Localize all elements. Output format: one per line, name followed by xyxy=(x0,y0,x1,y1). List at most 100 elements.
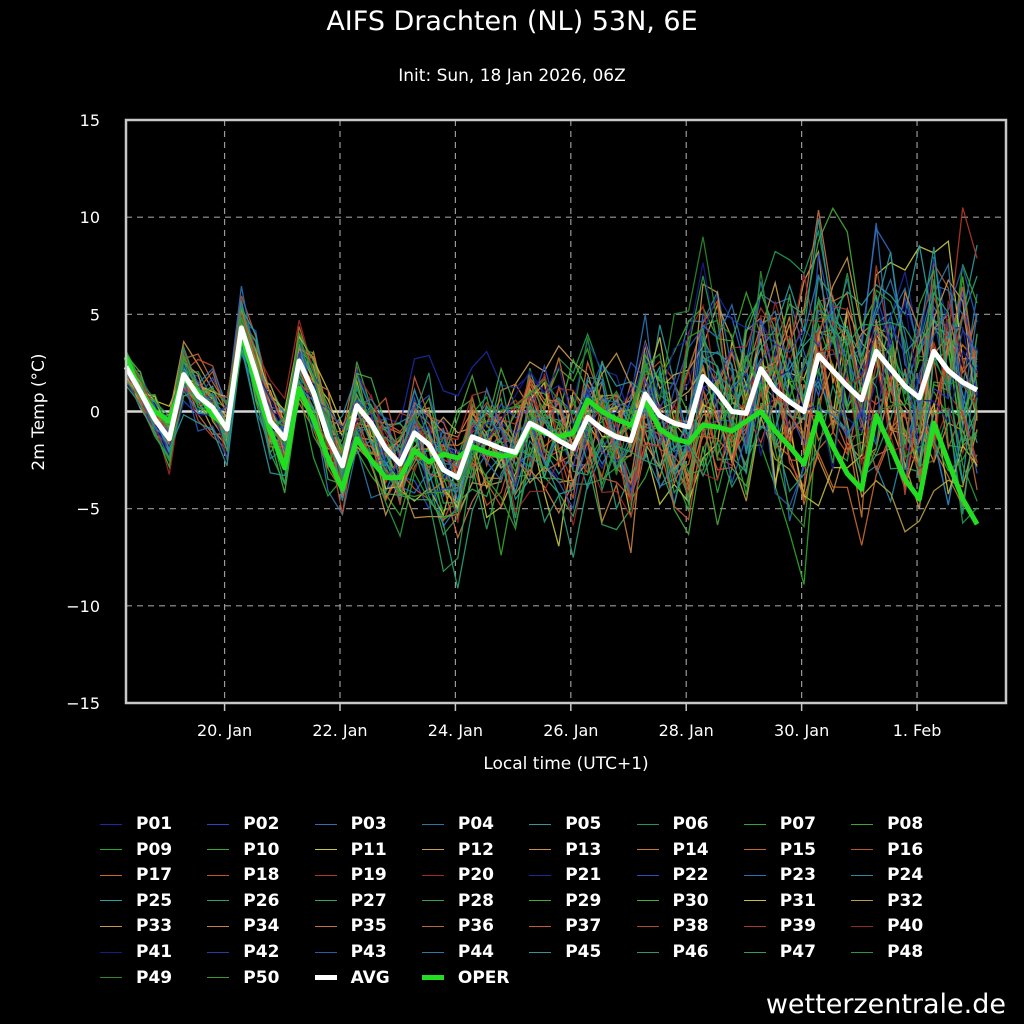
member-line-p31 xyxy=(125,313,978,510)
legend-swatch xyxy=(100,823,122,825)
legend-item: P08 xyxy=(851,813,923,835)
legend-item: P27 xyxy=(314,890,387,912)
legend-swatch xyxy=(529,874,552,876)
legend-swatch xyxy=(743,951,766,953)
legend-item: P42 xyxy=(207,941,279,963)
legend-swatch xyxy=(100,874,122,876)
legend-swatch xyxy=(851,874,874,876)
legend-label: P03 xyxy=(350,814,387,834)
legend-item: P06 xyxy=(636,813,709,835)
legend-swatch xyxy=(743,925,766,927)
legend-swatch xyxy=(851,823,874,825)
legend-label: P11 xyxy=(350,839,387,860)
legend-label: P43 xyxy=(350,942,387,962)
legend-item: P39 xyxy=(743,915,816,937)
legend-label: P02 xyxy=(243,814,280,834)
legend-label: P41 xyxy=(136,942,173,962)
legend-item: P32 xyxy=(851,890,923,912)
member-line-p17 xyxy=(125,326,978,505)
legend-item: P22 xyxy=(636,864,709,886)
legend-swatch xyxy=(529,925,552,927)
legend-label: P49 xyxy=(136,967,173,988)
legend-swatch xyxy=(100,925,122,927)
legend-swatch xyxy=(529,849,552,851)
legend-swatch xyxy=(314,925,337,927)
legend-swatch xyxy=(851,849,874,851)
legend-item: P29 xyxy=(529,890,601,912)
legend-item: P18 xyxy=(207,864,279,886)
y-tick-label: −15 xyxy=(66,694,100,713)
legend-item: P33 xyxy=(100,915,172,937)
legend-item: P50 xyxy=(207,967,279,989)
legend-label: P26 xyxy=(243,890,280,911)
legend-swatch xyxy=(421,849,444,851)
legend-label: P38 xyxy=(672,916,709,937)
legend-label: P05 xyxy=(565,814,602,834)
legend-item: P37 xyxy=(529,915,601,937)
legend-item: P01 xyxy=(100,813,172,835)
x-tick-label: 20. Jan xyxy=(197,721,252,740)
legend-item: P10 xyxy=(207,839,279,861)
legend-label: P15 xyxy=(779,839,816,860)
legend-swatch xyxy=(207,977,230,979)
legend-label: P16 xyxy=(887,839,924,860)
legend-label: P33 xyxy=(136,916,173,937)
y-tick-label: −5 xyxy=(76,500,100,519)
legend-label: P04 xyxy=(457,814,495,834)
legend-label: P20 xyxy=(457,865,495,886)
legend-swatch xyxy=(100,849,122,851)
legend-swatch xyxy=(421,925,444,927)
legend-label: P13 xyxy=(565,839,602,860)
legend-item: P20 xyxy=(421,864,495,886)
legend-item: P49 xyxy=(100,967,172,989)
legend-label: P32 xyxy=(887,890,924,911)
legend-item: P31 xyxy=(743,890,816,912)
legend-swatch xyxy=(421,900,444,902)
legend-label: P40 xyxy=(887,916,924,937)
x-tick-label: 22. Jan xyxy=(312,721,367,740)
legend-label: P19 xyxy=(350,865,387,886)
series-line-avg xyxy=(123,325,979,481)
legend-label: P23 xyxy=(779,865,816,886)
legend-item: P05 xyxy=(529,813,601,835)
legend-swatch xyxy=(743,823,766,825)
legend-label: P12 xyxy=(457,839,495,860)
legend-label: P10 xyxy=(243,839,280,860)
legend-swatch xyxy=(421,951,444,953)
legend-swatch xyxy=(314,975,337,981)
legend-swatch xyxy=(207,874,230,876)
legend-item: P30 xyxy=(636,890,709,912)
legend-item: P46 xyxy=(636,941,709,963)
legend-swatch xyxy=(529,900,552,902)
legend-item: P19 xyxy=(314,864,387,886)
legend-swatch xyxy=(207,900,230,902)
legend-label: P48 xyxy=(887,942,924,962)
legend-swatch xyxy=(636,823,659,825)
legend-swatch xyxy=(851,951,874,953)
axis-ticks: 15 10 5 0 −5 −10 −15 20. Jan 22. Jan 24. Jan 26. J… xyxy=(66,111,941,740)
y-axis-label: 2m Temp (°C) xyxy=(29,353,49,470)
legend-swatch xyxy=(314,951,337,953)
y-tick-label: 0 xyxy=(90,403,100,422)
legend-swatch xyxy=(314,849,337,851)
legend-label: P42 xyxy=(243,942,280,962)
legend-item: P07 xyxy=(743,813,816,835)
legend-label: P37 xyxy=(565,916,602,937)
legend-label: P28 xyxy=(457,890,495,911)
legend-swatch xyxy=(851,925,874,927)
legend-swatch xyxy=(100,951,122,953)
legend-swatch xyxy=(421,874,444,876)
legend-label: P27 xyxy=(350,890,387,911)
legend-item: P47 xyxy=(743,941,816,963)
x-tick-label: 1. Feb xyxy=(893,721,942,740)
main-series xyxy=(123,325,980,526)
legend-swatch xyxy=(314,900,337,902)
legend-label: P01 xyxy=(136,814,173,834)
legend-item: P14 xyxy=(636,839,709,861)
legend-label: P47 xyxy=(779,942,816,962)
ensemble-members xyxy=(125,206,978,589)
legend-label: P44 xyxy=(457,942,495,962)
legend-label: P08 xyxy=(887,814,924,834)
legend-label: P46 xyxy=(672,942,709,962)
legend-swatch xyxy=(100,977,122,979)
